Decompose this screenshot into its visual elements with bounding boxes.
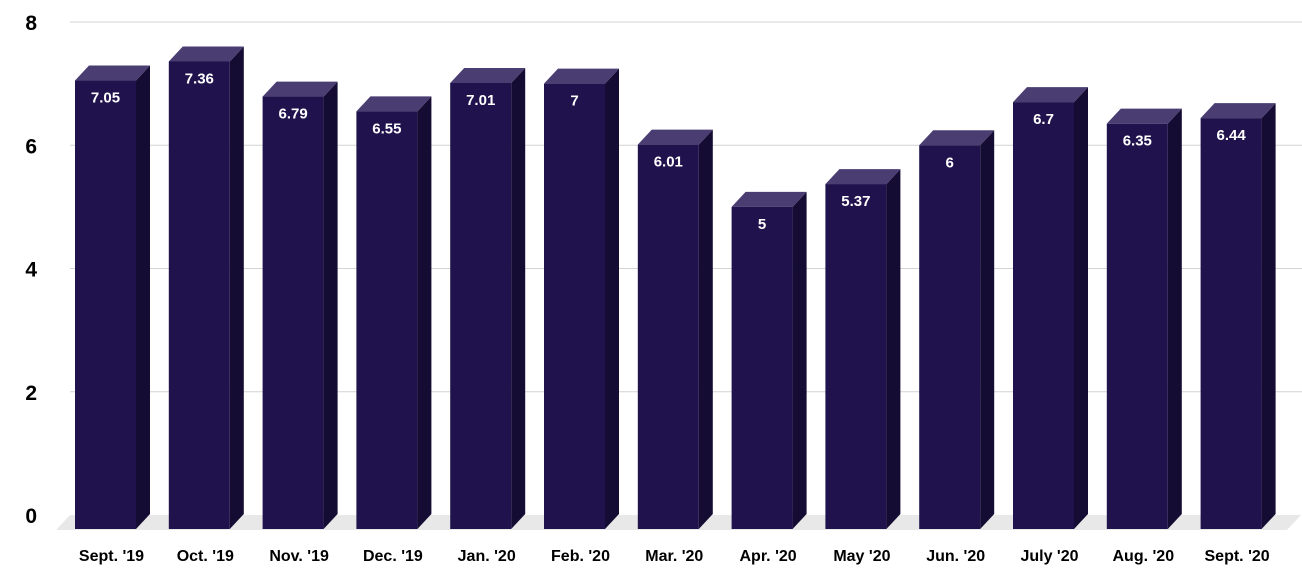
- bar: [544, 83, 605, 529]
- data-label: 6.01: [654, 154, 683, 171]
- data-label: 6: [946, 154, 954, 171]
- x-tick-label: Sept. '19: [79, 548, 144, 565]
- x-tick-label: Jun. '20: [926, 548, 985, 565]
- bar-side: [698, 129, 713, 530]
- data-label: 7: [570, 93, 578, 110]
- data-label: 6.7: [1033, 111, 1054, 128]
- bar-side: [229, 46, 244, 529]
- x-tick-label: Jan. '20: [458, 548, 516, 565]
- bar-top: [919, 130, 995, 146]
- bar: [1106, 123, 1168, 530]
- x-tick-label: Sept. '20: [1205, 548, 1270, 565]
- bar: [731, 206, 793, 529]
- x-tick-label: Nov. '19: [269, 548, 329, 565]
- bar-side: [323, 81, 338, 529]
- data-label: 6.55: [372, 120, 401, 137]
- bar-side: [792, 191, 807, 529]
- x-tick-label: Aug. '20: [1113, 548, 1175, 565]
- bar-top: [1106, 108, 1182, 124]
- x-tick-label: Mar. '20: [645, 548, 703, 565]
- bar-top: [731, 191, 807, 207]
- y-tick-label: 6: [25, 135, 37, 158]
- data-label: 5.37: [841, 193, 870, 210]
- data-label: 6.79: [278, 106, 307, 123]
- bar: [1200, 118, 1262, 529]
- x-tick-label: Dec. '19: [363, 548, 423, 565]
- data-label: 6.35: [1123, 133, 1152, 150]
- bar: [637, 144, 699, 530]
- bar: [450, 83, 512, 529]
- x-tick-label: Oct. '19: [177, 548, 234, 565]
- bar-side: [417, 96, 432, 529]
- bar-side: [136, 65, 150, 529]
- bar-top: [1013, 87, 1088, 103]
- x-tick-label: May '20: [833, 548, 890, 565]
- y-tick-label: 2: [25, 382, 37, 405]
- bar: [75, 80, 136, 529]
- bar: [1013, 102, 1074, 530]
- y-tick-label: 8: [25, 12, 37, 35]
- bar-side: [1261, 103, 1276, 529]
- x-tick-label: July '20: [1020, 548, 1078, 565]
- data-label: 7.36: [185, 70, 214, 87]
- bar-top: [1200, 103, 1276, 119]
- x-tick-label: Apr. '20: [740, 548, 797, 565]
- bar-top: [825, 169, 901, 185]
- bar-top: [544, 68, 619, 84]
- data-label: 7.01: [466, 92, 495, 109]
- bar-top: [450, 68, 526, 84]
- bar: [356, 111, 418, 529]
- bar: [919, 145, 981, 529]
- bar-top: [75, 65, 150, 81]
- data-label: 5: [758, 216, 766, 233]
- x-tick-label: Feb. '20: [551, 548, 610, 565]
- bar-side: [886, 169, 901, 530]
- data-label: 6.44: [1216, 127, 1246, 144]
- bar-side: [605, 68, 619, 529]
- bar: [825, 184, 887, 530]
- bar: [262, 96, 324, 529]
- bar-side: [1167, 108, 1182, 530]
- bar-side: [511, 68, 526, 529]
- bar-top: [262, 81, 338, 97]
- y-tick-label: 4: [25, 259, 37, 282]
- bar: [168, 61, 230, 529]
- bar-top: [356, 96, 432, 112]
- y-tick-label: 0: [25, 505, 37, 528]
- bar-top: [168, 46, 244, 62]
- bar-side: [980, 130, 995, 529]
- bar-top: [637, 129, 713, 145]
- bar-side: [1074, 87, 1088, 530]
- data-label: 7.05: [91, 90, 120, 107]
